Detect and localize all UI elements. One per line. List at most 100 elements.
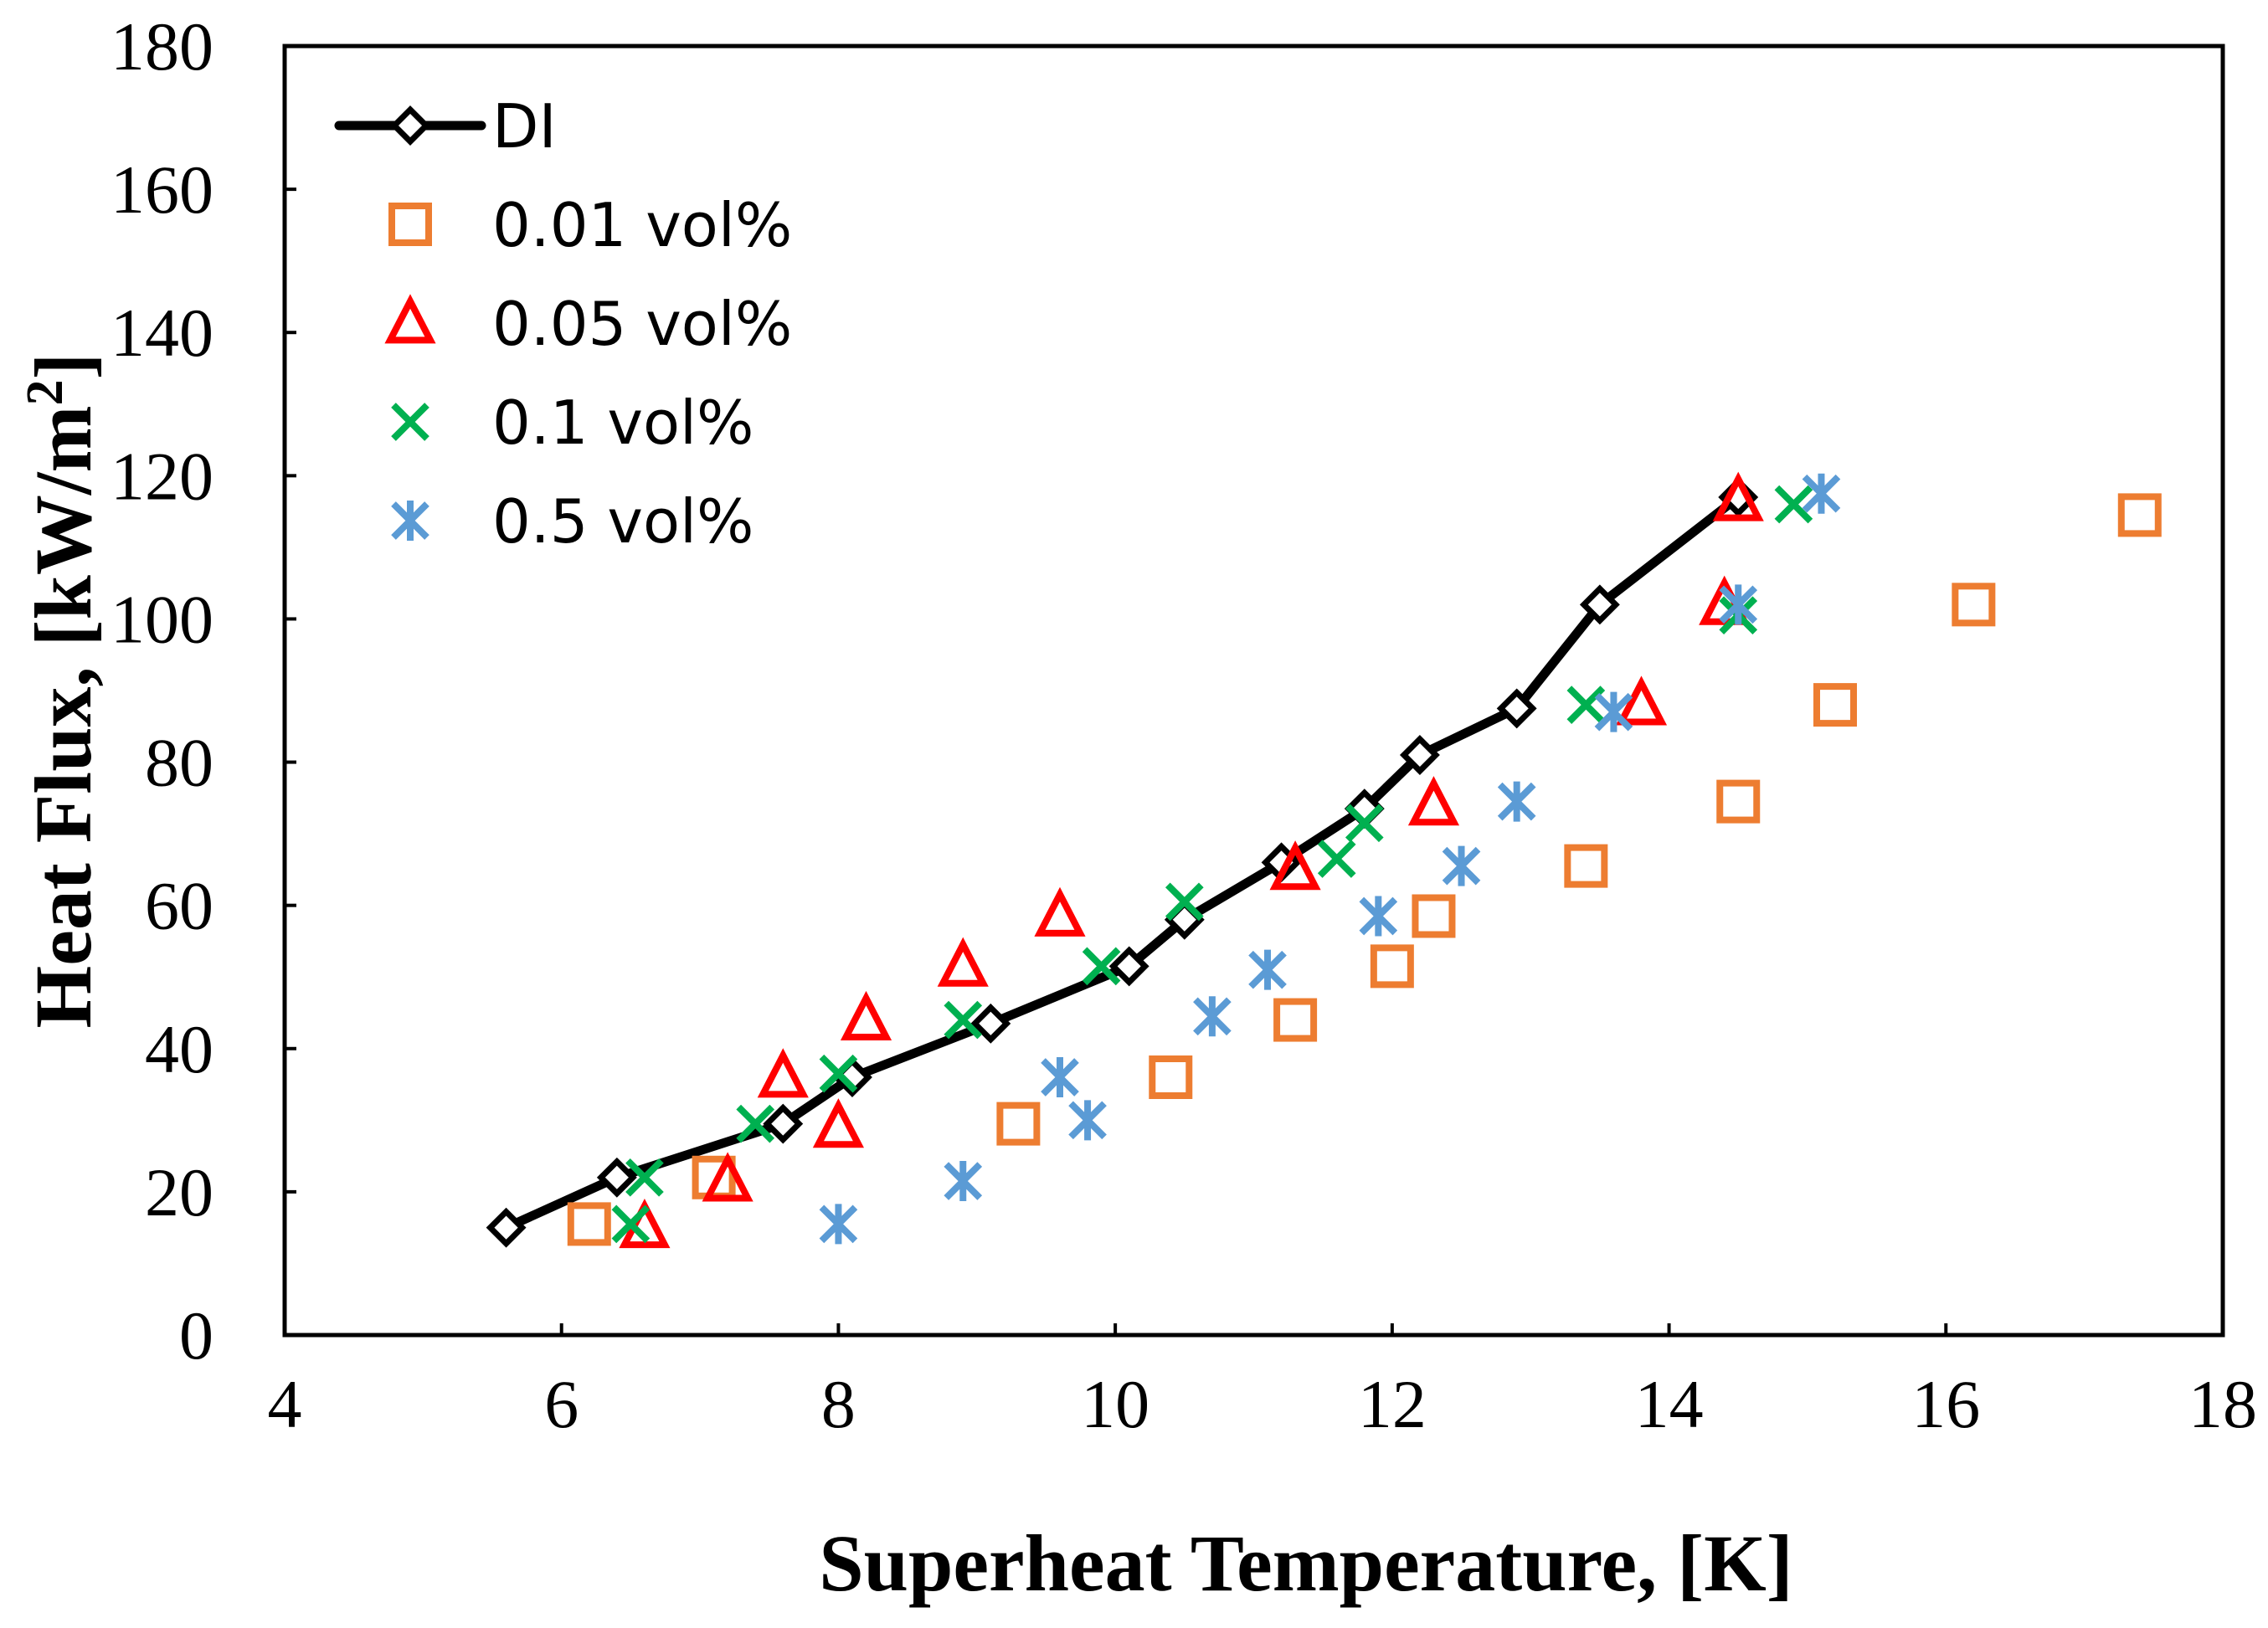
x-axis-ticks: 4 6 8 10 12 14 16 18 — [268, 1323, 2257, 1442]
x-tick-label-0: 4 — [268, 1366, 302, 1442]
series-4-point-5-shape — [1248, 949, 1287, 990]
y-tick-label-8: 160 — [111, 152, 213, 228]
y-tick-label-9: 180 — [111, 8, 213, 85]
series-1-point-3-shape — [1149, 1055, 1193, 1099]
legend-label-1: 0.01 vol% — [492, 190, 792, 260]
series-2-point-1-shape — [702, 1152, 753, 1202]
y-tick-label-4: 80 — [145, 725, 213, 801]
plot-area-border — [282, 44, 2225, 1338]
series-1-point-10-shape — [1952, 583, 1996, 627]
series-0-point-1-shape — [596, 1157, 637, 1198]
series-3-point-1-shape — [625, 1158, 664, 1197]
series-2-point-4-shape — [840, 990, 892, 1040]
series-2-point-11-shape — [1712, 471, 1764, 521]
series-4-point-2-shape — [1041, 1057, 1079, 1097]
series-0-point-5 — [1108, 946, 1149, 987]
series-0-point-2 — [763, 1103, 804, 1144]
series-1-point-7-shape — [1564, 844, 1608, 888]
x-tick-label-4: 12 — [1358, 1366, 1427, 1442]
series-2-point-11 — [1712, 471, 1764, 521]
legend-label-2: 0.05 vol% — [492, 289, 792, 359]
series-3-point-8-shape — [1345, 804, 1384, 843]
series-4-point-1-shape — [944, 1161, 983, 1202]
series-3 — [611, 485, 1813, 1244]
series-0-point-1 — [596, 1157, 637, 1198]
series-1 — [567, 493, 2162, 1246]
series-1-point-10 — [1952, 583, 1996, 627]
legend-label-3: 0.1 vol% — [492, 388, 753, 458]
series-4-point-0-shape — [819, 1204, 858, 1245]
series-0-point-0-shape — [486, 1207, 527, 1248]
series-0-point-0 — [486, 1207, 527, 1248]
series-3-point-9 — [1566, 686, 1606, 724]
y-axis-title: Heat Flux, [kW/m2] — [17, 353, 108, 1029]
x-tick-label-6: 16 — [1911, 1366, 1980, 1442]
series-3-point-8 — [1345, 804, 1384, 843]
series-4 — [819, 473, 1841, 1245]
series-4-point-6 — [1359, 896, 1398, 937]
y-tick-label-2: 40 — [145, 1011, 213, 1087]
legend-marker-3-shape — [391, 403, 429, 441]
series-1-point-9 — [1813, 683, 1857, 727]
series-1-point-9-shape — [1813, 683, 1857, 727]
series-4-point-8-shape — [1497, 781, 1536, 822]
series-1-point-5-shape — [1370, 944, 1414, 989]
series-3-point-5-shape — [1082, 947, 1121, 986]
x-tick-label-1: 6 — [544, 1366, 579, 1442]
series-1-point-4 — [1273, 998, 1318, 1042]
series-1-point-8 — [1716, 779, 1761, 824]
series-2-point-8 — [1407, 776, 1460, 826]
series-4-point-4-shape — [1193, 996, 1232, 1037]
series-3-point-6-shape — [1165, 882, 1204, 922]
series-2-point-2 — [757, 1048, 809, 1098]
series-2-point-3-shape — [812, 1098, 865, 1148]
series-2-point-9 — [1615, 675, 1668, 726]
y-axis-title-main: Heat Flux, [kW/m — [18, 406, 108, 1029]
y-tick-label-3: 60 — [145, 868, 213, 944]
series-2-point-1 — [702, 1152, 753, 1202]
series-4-point-9 — [1594, 691, 1633, 732]
series-3-point-3 — [819, 1054, 858, 1093]
x-tick-label-7: 18 — [2188, 1366, 2257, 1442]
series-2-point-6 — [1034, 886, 1086, 937]
y-axis-title-end: ] — [18, 353, 108, 380]
series-2-point-6-shape — [1034, 886, 1086, 937]
series-3-point-7 — [1317, 840, 1356, 878]
series-2-point-2-shape — [757, 1048, 809, 1098]
series-3-point-2-shape — [736, 1104, 775, 1143]
series-1-point-11 — [2117, 493, 2162, 537]
series-1-point-8-shape — [1716, 779, 1761, 824]
series-2-point-9-shape — [1615, 675, 1668, 726]
series-layer — [486, 471, 2162, 1249]
series-4-point-11 — [1802, 473, 1841, 514]
series-2-point-7-shape — [1269, 840, 1321, 891]
series-1-point-0 — [567, 1202, 611, 1246]
series-1-point-11-shape — [2117, 493, 2162, 537]
series-1-point-6-shape — [1412, 894, 1456, 938]
legend-marker-2-shape — [384, 294, 436, 344]
series-4-point-5 — [1248, 949, 1287, 990]
series-1-point-2-shape — [996, 1102, 1041, 1146]
series-1-point-5 — [1370, 944, 1414, 989]
series-0-point-5-shape — [1108, 946, 1149, 987]
series-4-point-11-shape — [1802, 473, 1841, 514]
y-tick-label-7: 140 — [111, 295, 213, 371]
legend: DI 0.01 vol% 0.05 vol% 0.1 vol% 0.5 vol% — [334, 91, 792, 557]
x-axis-title: Superheat Temperature, [K] — [819, 1518, 1792, 1608]
x-tick-label-2: 8 — [821, 1366, 856, 1442]
legend-marker-4-shape — [391, 501, 429, 541]
series-1-point-3 — [1149, 1055, 1193, 1099]
series-4-point-7-shape — [1442, 845, 1481, 886]
series-1-point-7 — [1564, 844, 1608, 888]
x-tick-label-5: 14 — [1635, 1366, 1704, 1442]
series-3-point-1 — [625, 1158, 664, 1197]
legend-marker-2 — [384, 294, 436, 344]
series-0-point-11-shape — [1579, 584, 1620, 625]
legend-marker-0-shape — [390, 105, 430, 146]
series-3-point-4-shape — [944, 1000, 983, 1040]
y-tick-label-1: 20 — [145, 1154, 213, 1230]
x-tick-label-3: 10 — [1081, 1366, 1149, 1442]
series-3-point-7-shape — [1317, 840, 1356, 878]
series-4-point-10-shape — [1719, 584, 1758, 625]
